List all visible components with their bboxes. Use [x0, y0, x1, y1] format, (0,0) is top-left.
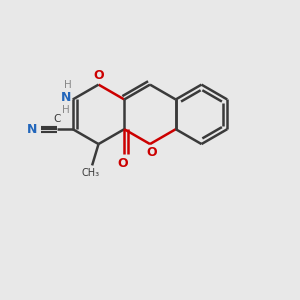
Text: N: N [27, 123, 38, 136]
Text: O: O [118, 157, 128, 170]
Text: H: H [64, 80, 71, 90]
Text: N: N [61, 92, 71, 104]
Text: O: O [93, 69, 104, 82]
Text: CH₃: CH₃ [82, 168, 100, 178]
Text: C: C [54, 114, 61, 124]
Text: O: O [146, 146, 157, 159]
Text: H: H [62, 105, 70, 115]
